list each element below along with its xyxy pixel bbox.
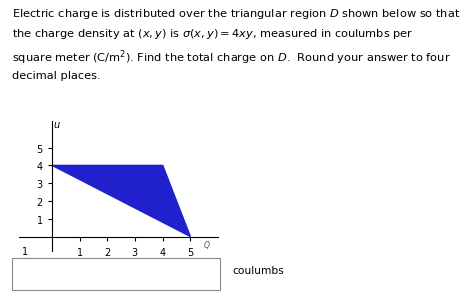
Text: Electric charge is distributed over the triangular region $D$ shown below so tha: Electric charge is distributed over the … (12, 7, 460, 81)
Text: coulumbs: coulumbs (232, 266, 284, 276)
Text: $Q$: $Q$ (203, 239, 210, 251)
Text: $1$: $1$ (21, 245, 28, 258)
FancyBboxPatch shape (12, 258, 220, 290)
Polygon shape (52, 165, 191, 237)
Text: $,$: $,$ (23, 253, 27, 262)
Text: $u$: $u$ (53, 120, 61, 130)
